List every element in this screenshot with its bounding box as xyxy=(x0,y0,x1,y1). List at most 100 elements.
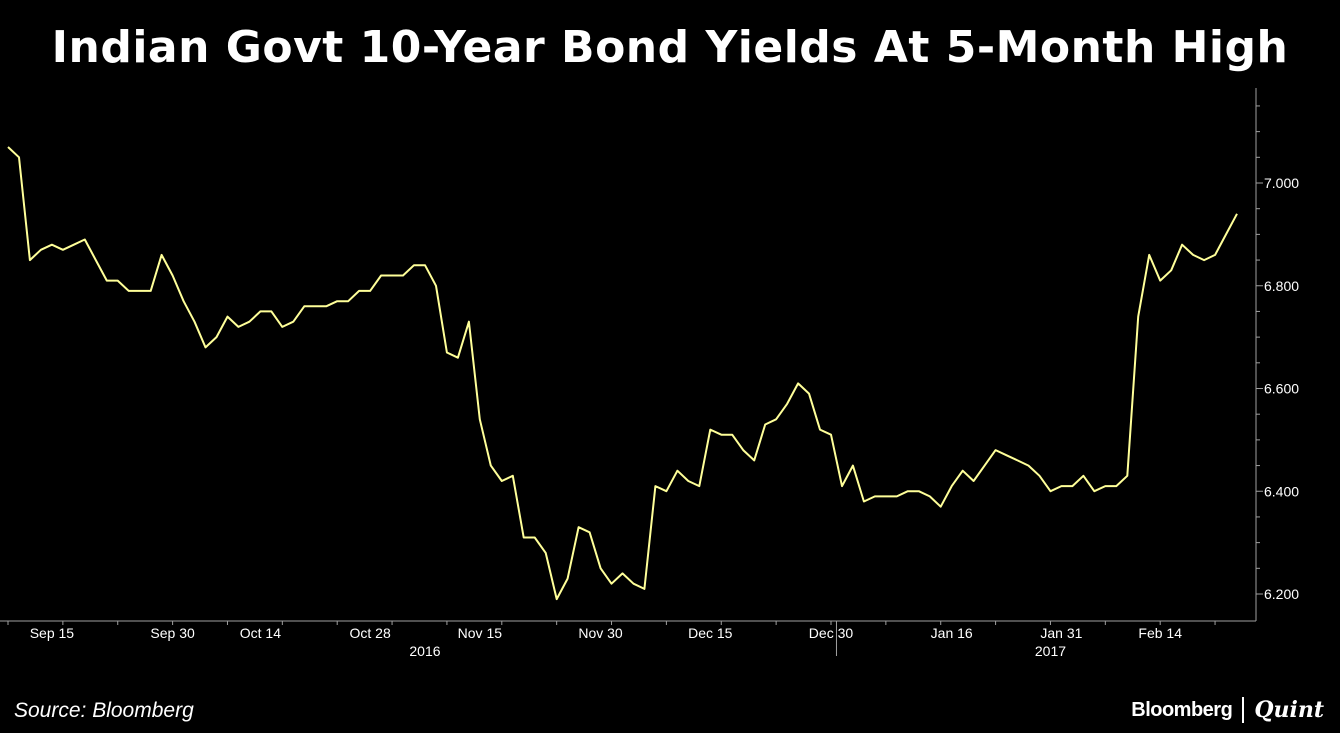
data-point xyxy=(874,495,876,497)
data-point xyxy=(183,300,185,302)
data-point xyxy=(479,418,481,420)
data-point xyxy=(270,310,272,312)
data-point xyxy=(1203,259,1205,261)
data-point xyxy=(589,531,591,533)
x-tick-label: Oct 14 xyxy=(240,625,281,641)
data-point xyxy=(885,495,887,497)
data-point xyxy=(325,305,327,307)
data-point xyxy=(720,434,722,436)
data-point xyxy=(819,429,821,431)
data-point xyxy=(29,259,31,261)
data-point xyxy=(611,583,613,585)
data-point xyxy=(490,465,492,467)
data-point xyxy=(292,321,294,323)
data-point xyxy=(237,326,239,328)
brand-divider xyxy=(1242,697,1245,723)
data-point xyxy=(786,403,788,405)
plot-area xyxy=(7,146,1238,601)
source-note: Source: Bloomberg xyxy=(14,699,194,722)
x-tick-label: Oct 28 xyxy=(349,625,390,641)
data-point xyxy=(139,290,141,292)
x-tick-label: Nov 30 xyxy=(578,625,623,641)
data-point xyxy=(1039,475,1041,477)
data-point xyxy=(808,393,810,395)
data-point xyxy=(962,470,964,472)
data-point xyxy=(600,567,602,569)
data-point xyxy=(731,434,733,436)
data-point xyxy=(1236,213,1238,215)
data-point xyxy=(973,480,975,482)
data-point xyxy=(742,449,744,451)
data-point xyxy=(1192,254,1194,256)
data-point xyxy=(709,429,711,431)
data-point xyxy=(918,490,920,492)
data-point xyxy=(984,465,986,467)
data-point xyxy=(1050,490,1052,492)
y-tick-label: 6.400 xyxy=(1264,483,1299,499)
data-point xyxy=(227,316,229,318)
data-point xyxy=(435,285,437,287)
data-point xyxy=(698,485,700,487)
data-point xyxy=(347,300,349,302)
data-point xyxy=(863,501,865,503)
data-point xyxy=(248,321,250,323)
data-point xyxy=(907,490,909,492)
data-point xyxy=(18,156,20,158)
data-point xyxy=(117,280,119,282)
y-tick-label: 7.000 xyxy=(1264,175,1299,191)
data-point xyxy=(84,239,86,241)
data-point xyxy=(73,244,75,246)
x-tick-label: Nov 15 xyxy=(458,625,503,641)
data-point xyxy=(665,490,667,492)
data-point xyxy=(578,526,580,528)
data-point xyxy=(1006,454,1008,456)
data-point xyxy=(567,578,569,580)
data-point xyxy=(281,326,283,328)
data-point xyxy=(205,346,207,348)
data-point xyxy=(1181,244,1183,246)
data-point xyxy=(841,485,843,487)
data-point xyxy=(753,459,755,461)
data-point xyxy=(150,290,152,292)
data-point xyxy=(358,290,360,292)
x-tick-label: Sep 15 xyxy=(30,625,75,641)
data-point xyxy=(216,336,218,338)
data-point xyxy=(633,583,635,585)
data-point xyxy=(852,465,854,467)
y-tick-label: 6.600 xyxy=(1264,381,1299,397)
data-point xyxy=(369,290,371,292)
data-point xyxy=(468,321,470,323)
data-point xyxy=(314,305,316,307)
data-point xyxy=(424,264,426,266)
data-point xyxy=(764,424,766,426)
x-tick-label: Feb 14 xyxy=(1138,625,1182,641)
data-point xyxy=(1104,485,1106,487)
data-point xyxy=(40,249,42,251)
data-point xyxy=(896,495,898,497)
data-point xyxy=(1159,280,1161,282)
data-point xyxy=(106,280,108,282)
data-point xyxy=(194,321,196,323)
data-point xyxy=(1170,269,1172,271)
data-point xyxy=(523,537,525,539)
data-point xyxy=(457,357,459,359)
data-point xyxy=(929,495,931,497)
data-point xyxy=(830,434,832,436)
data-point xyxy=(1093,490,1095,492)
data-point xyxy=(391,275,393,277)
data-point xyxy=(1126,475,1128,477)
data-point xyxy=(7,146,9,148)
data-point xyxy=(676,470,678,472)
series-line-yield xyxy=(7,146,1238,601)
data-point xyxy=(1017,459,1019,461)
data-point xyxy=(259,310,261,312)
data-point xyxy=(687,480,689,482)
data-point xyxy=(402,275,404,277)
data-point xyxy=(995,449,997,451)
data-point xyxy=(1225,233,1227,235)
chart-axes: 6.200 6.400 6.600 6.800 7.000 Sep 15 Sep 30 Oct… xyxy=(0,88,1299,659)
chart-title: Indian Govt 10-Year Bond Yields At 5-Mon… xyxy=(51,22,1289,73)
data-point xyxy=(534,537,536,539)
quint-logo: Quint xyxy=(1254,697,1324,723)
